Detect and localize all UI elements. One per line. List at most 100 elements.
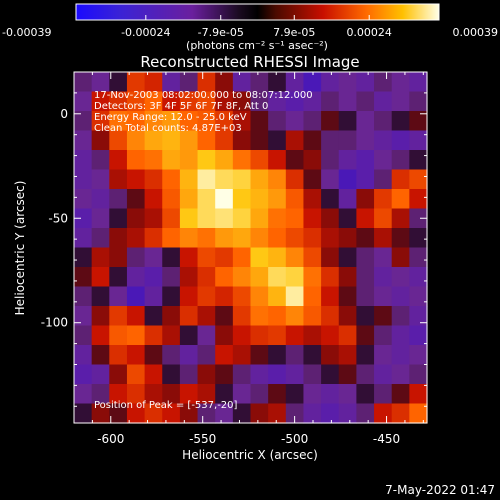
- colorbar-frame: [75, 3, 440, 21]
- heatmap-cell: [409, 189, 428, 210]
- heatmap-cell: [391, 364, 410, 385]
- heatmap-cell: [162, 189, 181, 210]
- heatmap-cell: [162, 111, 181, 132]
- heatmap-cell: [303, 72, 322, 93]
- heatmap-cell: [321, 286, 340, 307]
- heatmap-cell: [321, 169, 340, 190]
- heatmap-cell: [391, 325, 410, 346]
- heatmap-cell: [356, 345, 375, 366]
- heatmap-cell: [391, 345, 410, 366]
- axes: -600 -550 -500 -450 0 -50 -100: [41, 72, 427, 446]
- heatmap-cell: [321, 91, 340, 112]
- heatmap-cell: [268, 384, 287, 405]
- heatmap-cell: [321, 111, 340, 132]
- heatmap-cell: [356, 325, 375, 346]
- heatmap-cell: [197, 384, 216, 405]
- heatmap-cell: [179, 306, 199, 327]
- heatmap-cell: [179, 384, 199, 405]
- heatmap-cell: [109, 345, 128, 366]
- heatmap-cell: [321, 247, 340, 268]
- heatmap-cell: [303, 169, 322, 190]
- heatmap-cell: [74, 130, 93, 151]
- heatmap-cell: [179, 130, 199, 151]
- heatmap-cell: [162, 130, 181, 151]
- heatmap-cell: [303, 345, 322, 366]
- heatmap-cell: [303, 111, 322, 132]
- heatmap-cell: [374, 91, 393, 112]
- heatmap-cell: [356, 169, 375, 190]
- colorbar-tick-label: -0.00039: [2, 26, 51, 39]
- heatmap-cell: [109, 150, 128, 171]
- heatmap-cell: [126, 247, 146, 268]
- heatmap-cell: [268, 169, 287, 190]
- heatmap-cell: [232, 130, 252, 151]
- heatmap-cell: [356, 111, 375, 132]
- heatmap-cell: [74, 228, 93, 249]
- heatmap-cell: [109, 189, 128, 210]
- heatmap-cell: [321, 72, 340, 93]
- heatmap-cell: [374, 72, 393, 93]
- heatmap-cell: [197, 403, 216, 424]
- heatmap-cell: [232, 72, 252, 93]
- heatmap-cell: [91, 267, 110, 288]
- heatmap-cell: [109, 403, 128, 424]
- heatmap-cell: [215, 403, 234, 424]
- chart-title: Reconstructed RHESSI Image: [140, 53, 359, 71]
- heatmap-cell: [356, 189, 375, 210]
- heatmap-cell: [374, 384, 393, 405]
- heatmap-cell: [268, 91, 287, 112]
- heatmap-cell: [144, 150, 163, 171]
- heatmap-cell: [250, 286, 269, 307]
- heatmap-cell: [374, 228, 393, 249]
- heatmap-cell: [391, 208, 410, 229]
- heatmap-cell: [391, 403, 410, 424]
- heatmap-cell: [109, 364, 128, 385]
- heatmap-cell: [197, 130, 216, 151]
- heatmap-cell: [250, 306, 269, 327]
- x-tick-label: -600: [97, 432, 124, 446]
- y-tick-label: 0: [60, 107, 68, 121]
- heatmap-cell: [338, 169, 357, 190]
- heatmap-cell: [162, 169, 181, 190]
- heatmap-cell: [391, 384, 410, 405]
- heatmap-cell: [215, 286, 234, 307]
- heatmap-cell: [109, 306, 128, 327]
- heatmap-cell: [162, 345, 181, 366]
- heatmap-cell: [232, 228, 252, 249]
- heatmap-cell: [356, 228, 375, 249]
- heatmap-cell: [391, 130, 410, 151]
- heatmap-cell: [285, 91, 305, 112]
- heatmap-cell: [409, 403, 428, 424]
- x-tick-label: -500: [281, 432, 308, 446]
- heatmap-cell: [232, 91, 252, 112]
- heatmap-cell: [74, 403, 93, 424]
- heatmap-cell: [321, 306, 340, 327]
- heatmap-cell: [356, 91, 375, 112]
- heatmap-cell: [409, 286, 428, 307]
- heatmap-cell: [179, 403, 199, 424]
- heatmap-cell: [232, 364, 252, 385]
- heatmap-cell: [126, 403, 146, 424]
- heatmap-cell: [250, 189, 269, 210]
- colorbar-tick-label: 7.9e-05: [273, 26, 315, 39]
- heatmap-cell: [303, 91, 322, 112]
- plot-frame: [73, 71, 428, 424]
- heatmap-cell: [285, 111, 305, 132]
- heatmap-cell: [197, 286, 216, 307]
- heatmap-cell: [109, 111, 128, 132]
- heatmap-cell: [268, 325, 287, 346]
- heatmap-cell: [126, 325, 146, 346]
- heatmap-cell: [374, 247, 393, 268]
- heatmap-cell: [215, 72, 234, 93]
- heatmap-cell: [215, 345, 234, 366]
- heatmap-cell: [74, 384, 93, 405]
- heatmap-cell: [144, 403, 163, 424]
- heatmap-cell: [74, 247, 93, 268]
- heatmap-cell: [126, 306, 146, 327]
- heatmap-cell: [109, 325, 128, 346]
- heatmap-cell: [215, 325, 234, 346]
- heatmap-cell: [126, 208, 146, 229]
- heatmap-cells: [74, 72, 428, 424]
- heatmap-cell: [91, 384, 110, 405]
